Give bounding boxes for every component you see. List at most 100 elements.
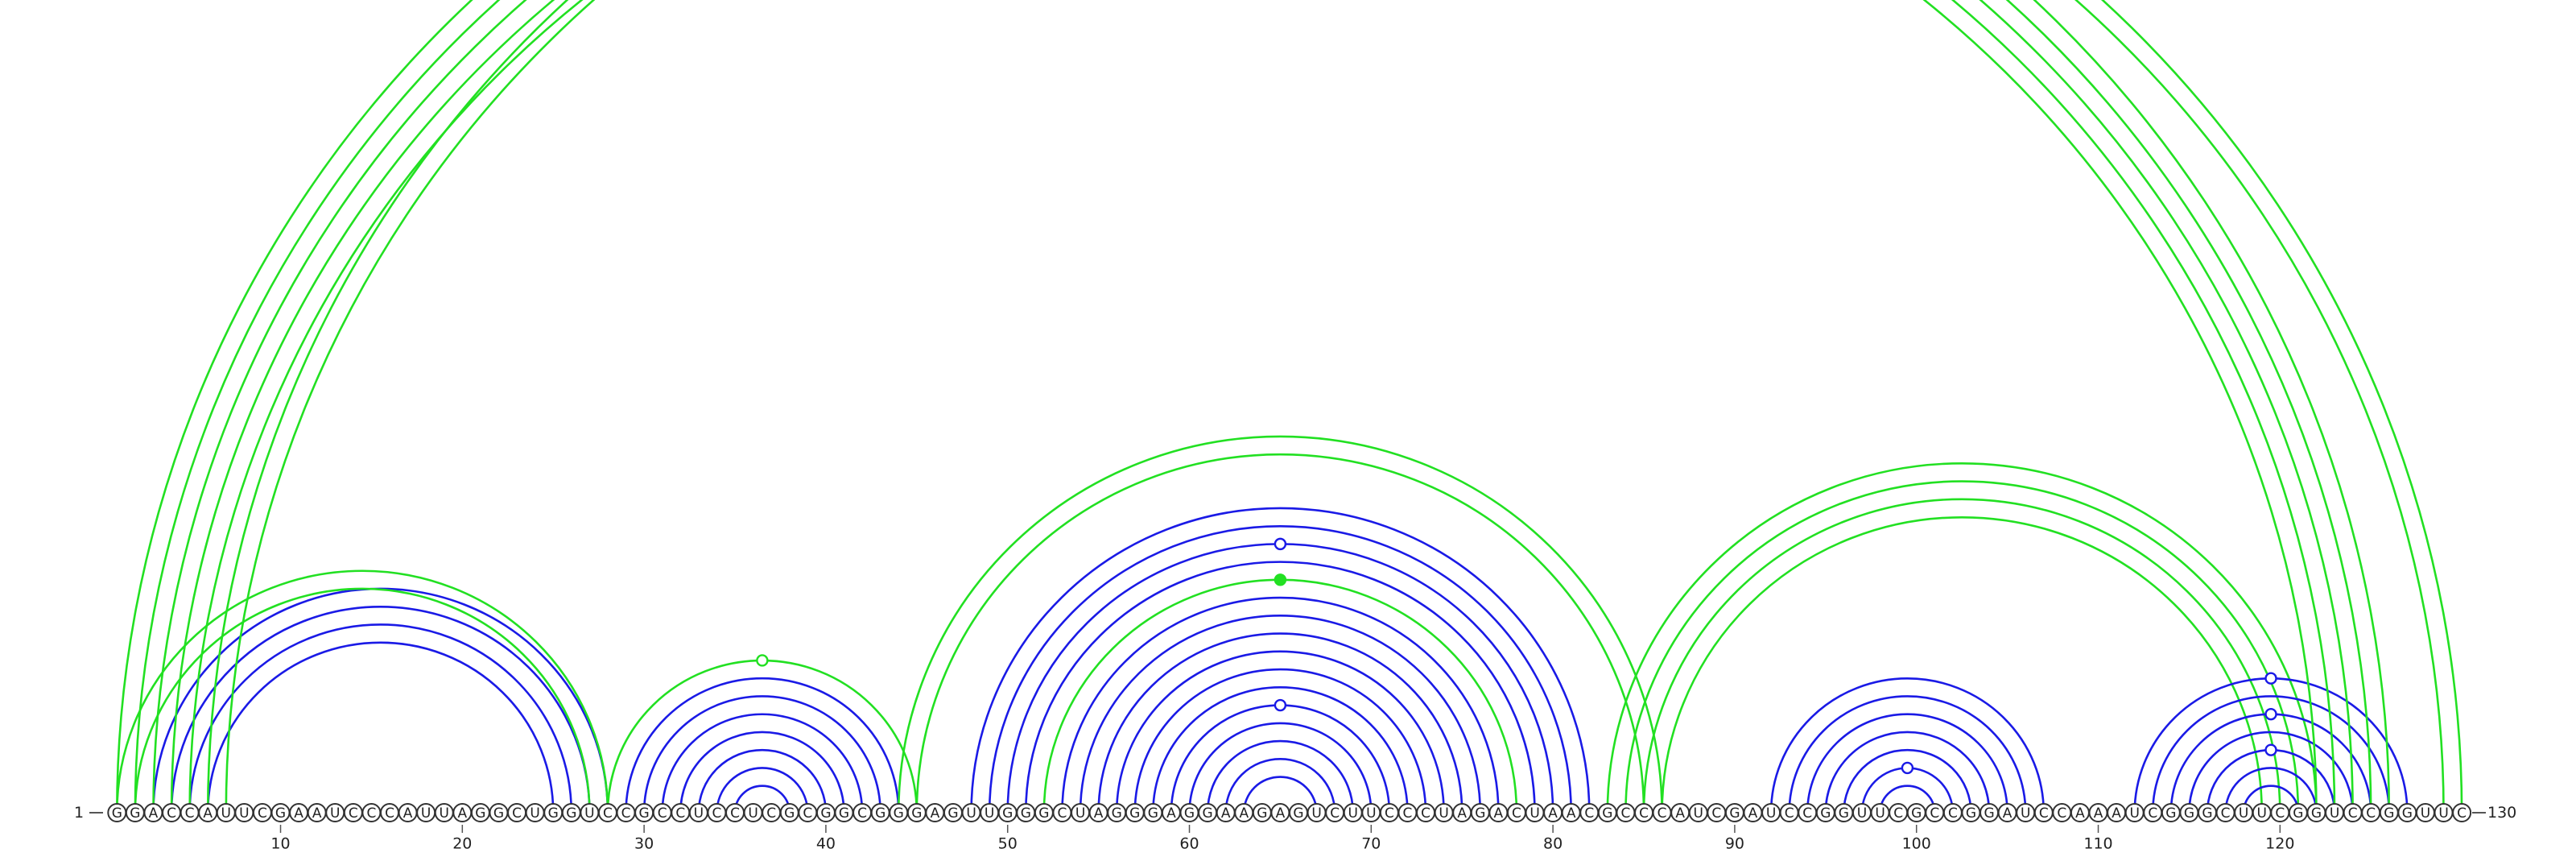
nucleotide-58: G <box>1144 804 1162 822</box>
nucleotide-129: U <box>2435 804 2453 822</box>
nucleotide-letter: U <box>1439 805 1448 822</box>
nucleotide-letter: A <box>149 805 159 822</box>
nucleotide-letter: G <box>875 805 886 822</box>
arc-blue-32-41 <box>680 732 844 813</box>
tick-120: 120 <box>2265 825 2294 853</box>
nucleotide-121: G <box>2289 804 2307 822</box>
nucleotide-letter: G <box>1129 805 1140 822</box>
nucleotide-75: A <box>1453 804 1471 822</box>
nucleotide-letter: C <box>1421 805 1430 822</box>
arc-marker-28-45 <box>757 655 767 665</box>
arc-marker-52-78 <box>1275 574 1286 585</box>
tick-30: 30 <box>634 825 654 853</box>
nucleotide-37: C <box>762 804 780 822</box>
nucleotide-letter: A <box>1567 805 1576 822</box>
nucleotide-letter: C <box>167 805 176 822</box>
nucleotide-letter: U <box>1530 805 1539 822</box>
nucleotide-46: A <box>926 804 943 822</box>
nucleotide-letter: U <box>1857 805 1867 822</box>
nucleotide-letter: U <box>2129 805 2139 822</box>
nucleotide-letter: C <box>1385 805 1394 822</box>
nucleotide-letter: G <box>947 805 958 822</box>
nucleotide-95: G <box>1817 804 1835 822</box>
nucleotide-96: G <box>1835 804 1852 822</box>
nucleotide-24: U <box>526 804 544 822</box>
tick-20: 20 <box>452 825 472 853</box>
nucleotide-8: U <box>235 804 253 822</box>
nucleotide-86: C <box>1653 804 1671 822</box>
nucleotide-letter: U <box>440 805 449 822</box>
nucleotide-73: C <box>1417 804 1435 822</box>
nucleotide-4: C <box>163 804 180 822</box>
nucleotide-44: G <box>890 804 907 822</box>
nucleotide-72: C <box>1398 804 1416 822</box>
nucleotide-letter: C <box>1330 805 1340 822</box>
nucleotide-108: C <box>2053 804 2070 822</box>
nucleotide-letter: A <box>1457 805 1467 822</box>
nucleotide-letter: U <box>1348 805 1358 822</box>
nucleotide-60: G <box>1181 804 1199 822</box>
nucleotide-letter: G <box>1729 805 1740 822</box>
nucleotide-15: C <box>362 804 380 822</box>
nucleotide-letter: C <box>1639 805 1649 822</box>
nucleotide-118: U <box>2235 804 2252 822</box>
nucleotide-letter: U <box>2330 805 2339 822</box>
tick-label: 20 <box>452 835 472 853</box>
arc-blue-3-28 <box>153 589 608 813</box>
nucleotide-110: A <box>2090 804 2107 822</box>
nucleotide-letter: C <box>1893 805 1903 822</box>
nucleotide-35: C <box>726 804 744 822</box>
tick-70: 70 <box>1361 825 1381 853</box>
nucleotide-letter: U <box>1766 805 1776 822</box>
nucleotide-letter: C <box>185 805 195 822</box>
nucleotide-126: G <box>2380 804 2398 822</box>
nucleotide-130: C <box>2453 804 2471 822</box>
tick-40: 40 <box>816 825 836 853</box>
nucleotide-16: C <box>381 804 398 822</box>
nucleotide-105: A <box>1999 804 2017 822</box>
nucleotide-107: C <box>2035 804 2053 822</box>
nucleotide-38: G <box>781 804 799 822</box>
nucleotide-40: G <box>817 804 835 822</box>
nucleotide-49: U <box>980 804 998 822</box>
nucleotide-128: U <box>2417 804 2434 822</box>
nucleotide-letter: A <box>1675 805 1685 822</box>
nucleotide-letter: C <box>1621 805 1631 822</box>
nucleotide-letter: G <box>911 805 922 822</box>
nucleotide-letter: C <box>2366 805 2376 822</box>
nucleotide-letter: A <box>1494 805 1504 822</box>
nucleotide-79: U <box>1526 804 1544 822</box>
nucleotide-127: G <box>2398 804 2416 822</box>
nucleotide-letter: G <box>1257 805 1267 822</box>
nucleotide-letter: C <box>2457 805 2467 822</box>
nucleotide-letter: C <box>1711 805 1721 822</box>
nucleotide-18: U <box>417 804 435 822</box>
nucleotide-94: C <box>1798 804 1816 822</box>
nucleotide-letter: U <box>985 805 994 822</box>
nucleotide-55: A <box>1090 804 1108 822</box>
nucleotide-letter: G <box>1911 805 1922 822</box>
nucleotide-letter: C <box>258 805 267 822</box>
nucleotide-65: A <box>1271 804 1289 822</box>
nucleotide-78: C <box>1508 804 1525 822</box>
nucleotide-letter: G <box>2384 805 2394 822</box>
nucleotide-letter: A <box>1166 805 1176 822</box>
nucleotide-letter: A <box>931 805 940 822</box>
nucleotide-90: G <box>1726 804 1744 822</box>
nucleotide-5: C <box>181 804 199 822</box>
arc-marker-116-123 <box>2266 745 2277 756</box>
tick-50: 50 <box>998 825 1018 853</box>
nucleotide-letter: A <box>1748 805 1758 822</box>
nucleotide-letter: G <box>2184 805 2194 822</box>
nucleotide-100: G <box>1908 804 1926 822</box>
nucleotide-letter: U <box>1875 805 1885 822</box>
nucleotide-48: U <box>963 804 980 822</box>
nucleotide-112: U <box>2126 804 2144 822</box>
nucleotide-101: C <box>1926 804 1943 822</box>
nucleotide-letter: C <box>730 805 740 822</box>
nucleotide-88: U <box>1690 804 1707 822</box>
tick-label: 90 <box>1725 835 1744 853</box>
nucleotide-29: C <box>617 804 635 822</box>
nucleotide-67: U <box>1308 804 1326 822</box>
nucleotide-letter: G <box>2202 805 2212 822</box>
